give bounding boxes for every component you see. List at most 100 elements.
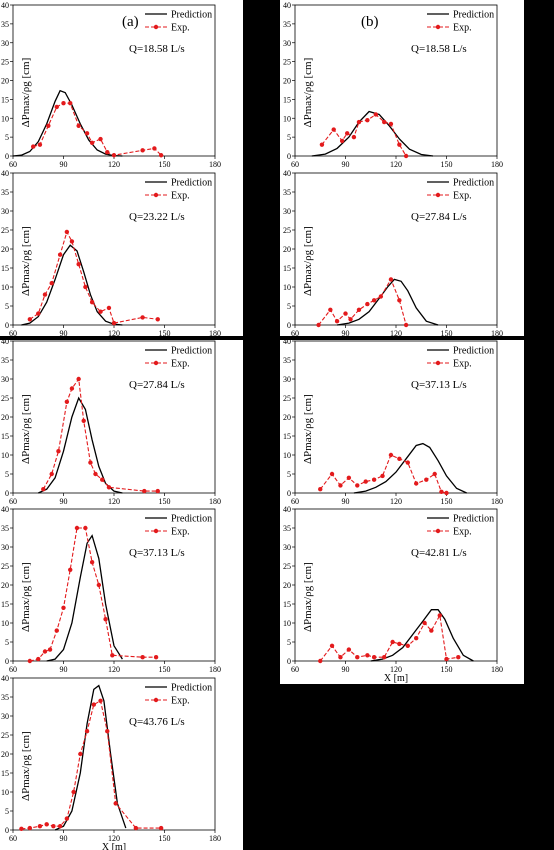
experiment-point xyxy=(390,639,395,645)
experiment-point xyxy=(158,825,164,831)
legend-experiment-label: Exp. xyxy=(453,23,472,34)
experiment-point xyxy=(56,449,61,454)
y-tick-label: 40 xyxy=(283,169,291,178)
experiment-point xyxy=(355,655,360,660)
y-tick-label: 5 xyxy=(5,302,9,311)
legend-prediction-label: Prediction xyxy=(453,514,494,525)
y-tick-label: 20 xyxy=(283,77,291,86)
panel-b-top-background xyxy=(280,0,524,336)
experiment-point xyxy=(444,490,449,496)
experiment-point xyxy=(83,284,88,290)
x-tick-label: 90 xyxy=(342,160,350,169)
experiment-point xyxy=(105,729,110,734)
experiment-point xyxy=(36,656,41,662)
experiment-line xyxy=(319,454,447,494)
legend-experiment-marker xyxy=(153,24,159,30)
experiment-point xyxy=(61,100,66,106)
experiment-point xyxy=(31,144,36,149)
experiment-point xyxy=(328,307,333,312)
legend-experiment-label: Exp. xyxy=(171,527,190,538)
experiment-point xyxy=(405,460,410,465)
experiment-point xyxy=(351,134,357,140)
experiment-point xyxy=(37,824,43,829)
y-tick-label: 20 xyxy=(283,413,291,422)
y-tick-label: 15 xyxy=(283,432,291,441)
legend-experiment-label: Exp. xyxy=(453,359,472,370)
subplot-a-3: 60 90 120 150 180 0 5 10 15 20 25 30 35 40 ΔPmax/ρg [c… xyxy=(1,505,221,674)
experiment-point xyxy=(414,636,419,641)
experiment-point xyxy=(54,104,59,110)
x-tick-label: 180 xyxy=(491,497,503,506)
experiment-point xyxy=(318,487,323,492)
experiment-point xyxy=(84,729,90,734)
experiment-point xyxy=(91,702,97,707)
experiment-point xyxy=(47,647,53,652)
x-tick-label: 180 xyxy=(491,329,503,338)
x-tick-label: 180 xyxy=(209,329,221,338)
legend-experiment-label: Exp. xyxy=(171,359,190,370)
experiment-point xyxy=(142,488,147,494)
x-tick-label: 60 xyxy=(9,160,17,169)
flow-rate-label: Q=43.76 L/s xyxy=(129,716,185,728)
y-tick-label: 25 xyxy=(283,562,291,571)
experiment-point xyxy=(432,471,437,477)
y-tick-label: 30 xyxy=(1,39,9,48)
experiment-line xyxy=(319,613,459,662)
y-tick-label: 30 xyxy=(283,39,291,48)
experiment-point xyxy=(81,418,86,423)
y-tick-label: 10 xyxy=(283,283,291,292)
legend-experiment-marker xyxy=(435,192,441,198)
x-tick-label: 60 xyxy=(9,665,17,674)
y-tick-label: 40 xyxy=(1,674,9,683)
x-tick-label: 150 xyxy=(159,160,171,169)
x-tick-label: 150 xyxy=(441,497,453,506)
y-tick-label: 40 xyxy=(283,505,291,514)
y-tick-label: 25 xyxy=(1,394,9,403)
subplot-a-1: 60 90 120 150 180 0 5 10 15 20 25 30 35 40 ΔPmax/ρg [c… xyxy=(1,169,221,338)
x-tick-label: 90 xyxy=(60,160,68,169)
experiment-point xyxy=(93,471,98,477)
x-tick-label: 120 xyxy=(108,329,120,338)
y-tick-label: 25 xyxy=(1,731,9,740)
prediction-line xyxy=(353,442,467,494)
panel-b-bottom-background xyxy=(280,340,524,684)
y-tick-label: 20 xyxy=(1,413,9,422)
experiment-point xyxy=(36,311,41,316)
subplot-b-7: 60 90 120 150 180 0 5 10 15 20 25 30 35 40 ΔPmax/ρg [c… xyxy=(283,337,503,506)
experiment-point xyxy=(89,140,95,145)
experiment-line xyxy=(321,113,407,157)
y-tick-label: 15 xyxy=(1,264,9,273)
y-tick-label: 35 xyxy=(1,356,9,365)
legend-experiment-label: Exp. xyxy=(171,696,190,707)
flow-rate-label: Q=37.13 L/s xyxy=(129,547,185,559)
legend-experiment-marker xyxy=(153,360,159,366)
x-axis-title: X [m] xyxy=(102,842,126,850)
y-tick-label: 10 xyxy=(283,114,291,123)
experiment-point xyxy=(424,477,429,482)
y-tick-label: 40 xyxy=(1,1,9,10)
y-axis-label: ΔPmax/ρg [cm] xyxy=(20,731,32,801)
experiment-point xyxy=(338,655,343,660)
y-tick-label: 25 xyxy=(283,58,291,67)
y-tick-label: 15 xyxy=(1,769,9,778)
experiment-point xyxy=(439,489,444,495)
experiment-point xyxy=(152,146,157,151)
y-tick-label: 0 xyxy=(287,489,291,498)
flow-rate-label: Q=23.22 L/s xyxy=(129,211,185,223)
experiment-point xyxy=(343,311,348,316)
subplot-a-0: 60 90 120 150 180 0 5 10 15 20 25 30 35 40 ΔPmax/ρg [c… xyxy=(1,1,221,169)
flow-rate-label: Q=42.81 L/s xyxy=(411,547,467,559)
x-tick-label: 180 xyxy=(209,665,221,674)
y-tick-label: 40 xyxy=(1,505,9,514)
x-tick-label: 120 xyxy=(390,665,402,674)
y-tick-label: 5 xyxy=(5,470,9,479)
y-tick-label: 0 xyxy=(5,321,9,330)
x-tick-label: 90 xyxy=(60,665,68,674)
y-tick-label: 15 xyxy=(1,600,9,609)
y-tick-label: 5 xyxy=(287,133,291,142)
experiment-point xyxy=(316,322,321,328)
experiment-point xyxy=(76,123,81,128)
x-tick-label: 90 xyxy=(342,329,350,338)
experiment-line xyxy=(318,278,407,326)
